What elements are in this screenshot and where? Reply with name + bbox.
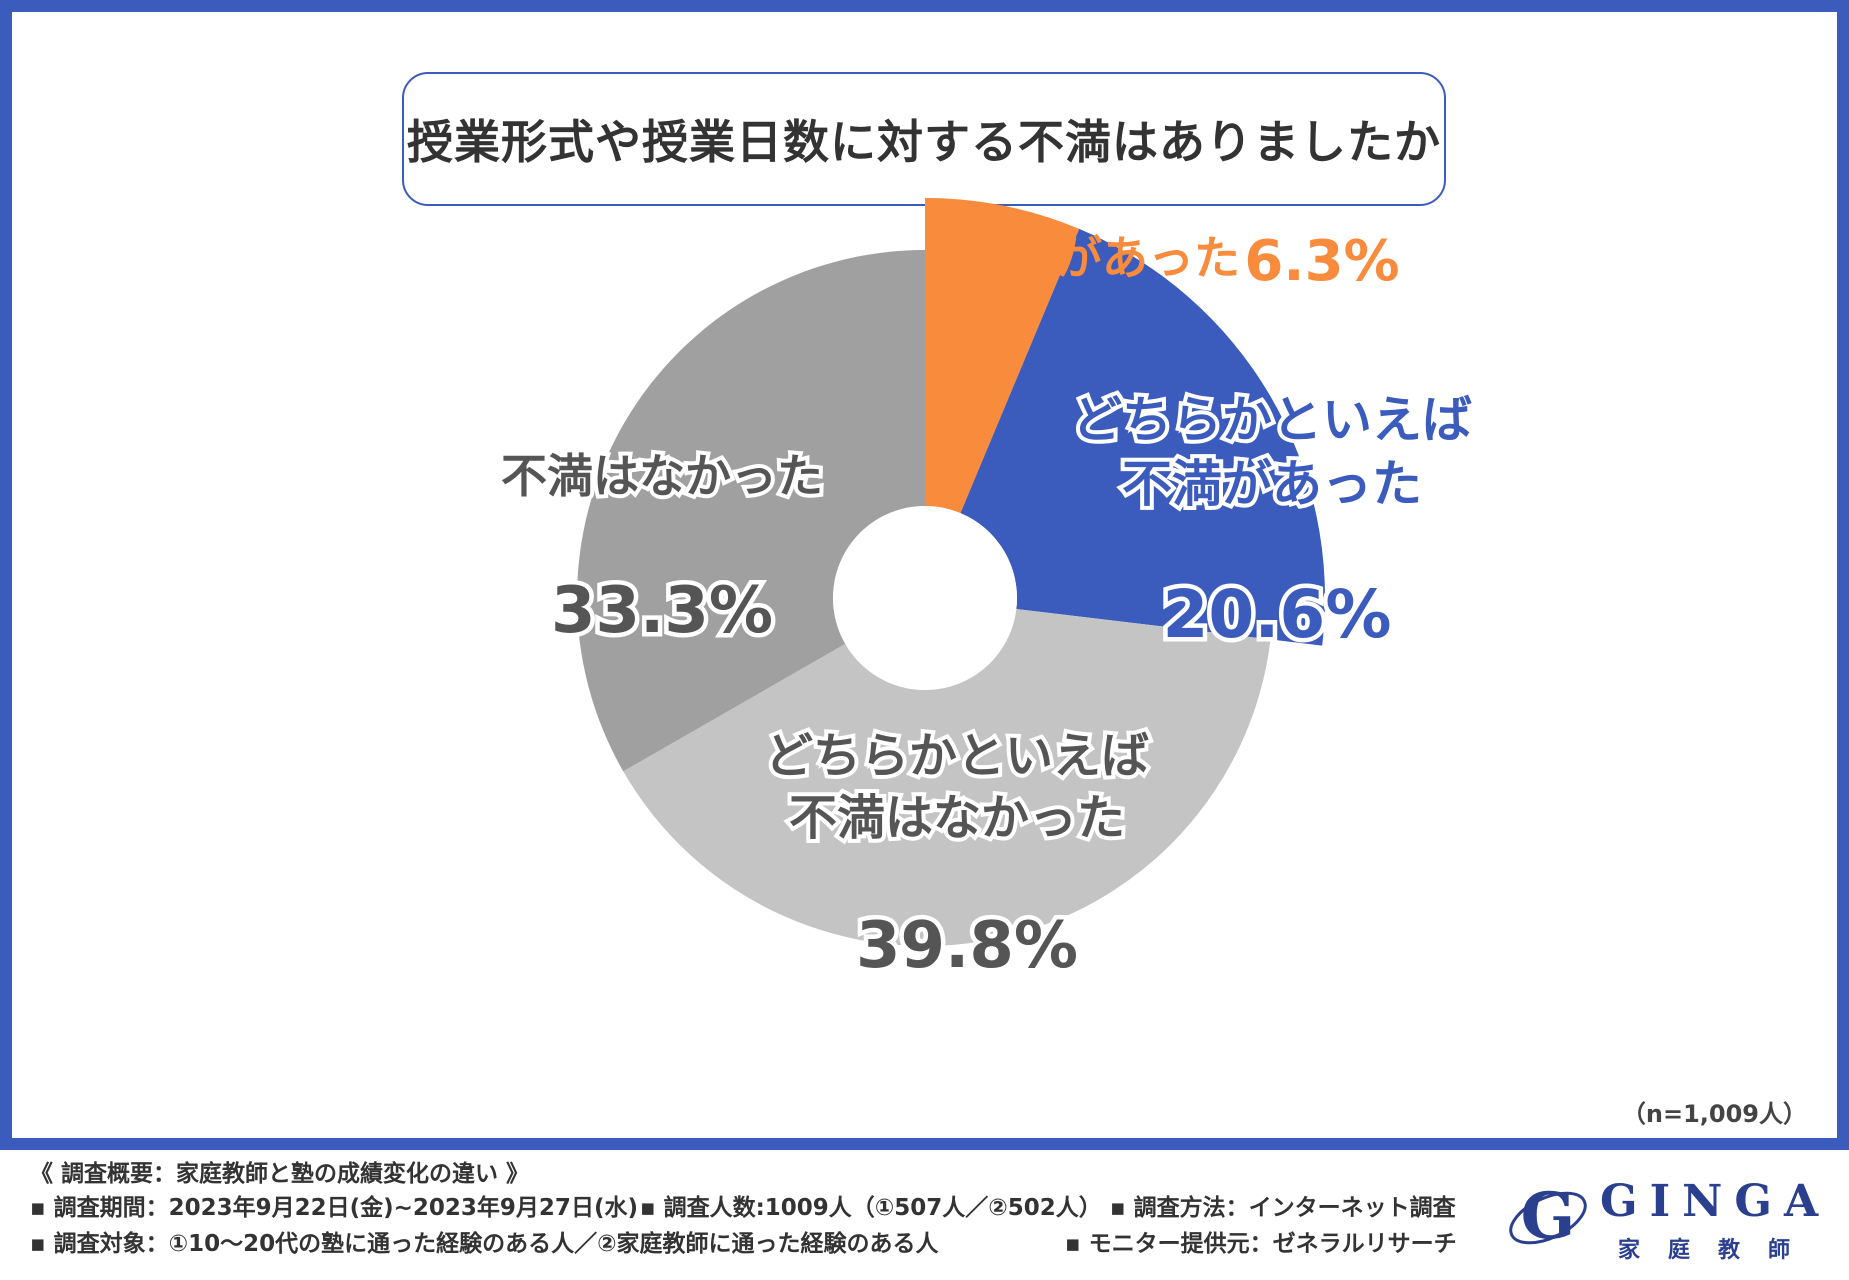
logo-subtitle: 家庭教師 xyxy=(1618,1237,1819,1263)
pie-slice xyxy=(576,250,925,772)
sample-size: （n=1,009人） xyxy=(1621,1100,1807,1128)
title-box: 授業形式や授業日数に対する不満はありましたか xyxy=(402,72,1446,206)
slice-label: 不満はなかった xyxy=(789,790,1125,846)
pie-slice xyxy=(960,228,1326,646)
survey-footer: 《 調査概要：家庭教師と塾の成績変化の違い 》 ▪ 調査期間：2023年9月22… xyxy=(0,1150,1849,1280)
slice-label: どちらかといえば xyxy=(765,728,1149,784)
survey-period: ▪ 調査期間：2023年9月22日(金)~2023年9月27日(水) xyxy=(30,1195,638,1221)
ginga-logo-icon: G xyxy=(1509,1179,1587,1254)
slice-label: 不満があった xyxy=(964,231,1240,285)
survey-target: ▪ 調査対象：①10〜20代の塾に通った経験のある人／②家庭教師に通った経験のあ… xyxy=(30,1231,939,1257)
donut-hole xyxy=(833,506,1017,690)
logo-wordmark: GINGA xyxy=(1600,1176,1831,1227)
chart-title: 授業形式や授業日数に対する不満はありましたか xyxy=(407,115,1441,169)
slice-value-label: 39.8% xyxy=(856,909,1078,983)
slice-value-label: 6.3% xyxy=(1244,229,1399,294)
survey-provider: ▪ モニター提供元：ゼネラルリサーチ xyxy=(1065,1231,1457,1257)
survey-count: ▪ 調査人数:1009人（①507人／②502人） xyxy=(640,1195,1102,1221)
ginga-logo: G GINGA 家庭教師 xyxy=(1500,1172,1831,1263)
pie-slice xyxy=(623,608,1271,947)
slice-label: どちらかといえば xyxy=(1072,391,1472,449)
survey-method: ▪ 調査方法：インターネット調査 xyxy=(1110,1195,1456,1221)
slice-label: 不満はなかった xyxy=(501,449,823,503)
slice-label: 不満があった xyxy=(1122,455,1422,513)
donut-chart: 不満があった 6.3%どちらかといえば不満があった20.6%どちらかといえば不満は… xyxy=(497,198,1476,988)
survey-heading: 《 調査概要：家庭教師と塾の成績変化の違い 》 xyxy=(30,1161,530,1187)
svg-text:G: G xyxy=(1521,1179,1576,1254)
pie-slice xyxy=(925,198,1080,514)
chart-panel: 授業形式や授業日数に対する不満はありましたか 不満があった 6.3% どちらかといえ… xyxy=(12,12,1837,1138)
slice-value-label: 20.6% xyxy=(1163,576,1392,653)
slice-value-label: 33.3% xyxy=(551,574,773,648)
